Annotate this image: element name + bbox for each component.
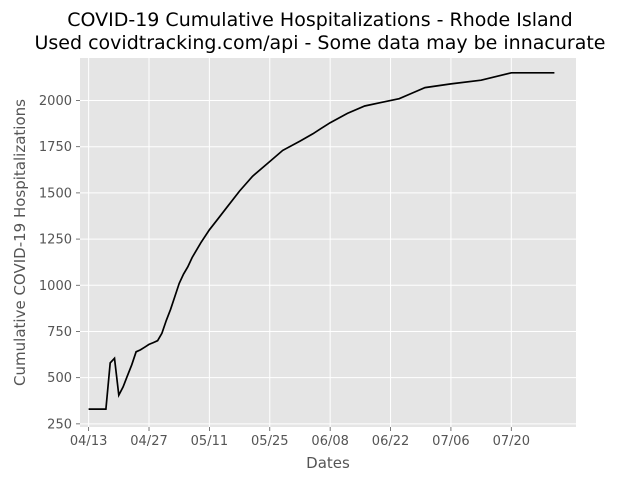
y-axis-label: Cumulative COVID-19 Hospitalizations: [11, 99, 29, 386]
x-tick-label: 05/11: [191, 434, 228, 449]
y-axis-ticks: 250 500 750 1000 1250 1500 1750 2000: [39, 94, 80, 432]
hospitalizations-line: [88, 71, 555, 410]
x-tick-label: 06/22: [372, 434, 409, 449]
chart-title: COVID-19 Cumulative Hospitalizations - R…: [67, 9, 573, 31]
y-tick-label: 1750: [39, 140, 72, 155]
y-tick-label: 500: [47, 371, 72, 386]
x-tick-label: 07/20: [493, 434, 530, 449]
x-tick-label: 04/27: [130, 434, 167, 449]
x-gridlines: [88, 58, 512, 427]
y-tick-label: 2000: [39, 94, 72, 109]
y-tick-label: 1250: [39, 233, 72, 248]
x-tick-label: 05/25: [251, 434, 288, 449]
plot-area: [80, 58, 576, 427]
y-tick-label: 750: [47, 325, 72, 340]
y-tick-label: 1500: [39, 186, 72, 201]
x-axis-label: Dates: [306, 454, 350, 472]
y-tick-label: 250: [47, 417, 72, 432]
x-tick-label: 06/08: [311, 434, 348, 449]
chart-subtitle: Used covidtracking.com/api - Some data m…: [34, 32, 606, 54]
x-axis-ticks: 04/13 04/27 05/11 05/25 06/08 06/22 07/06 07/20: [70, 427, 530, 449]
y-tick-label: 1000: [39, 279, 72, 294]
x-tick-label: 04/13: [70, 434, 107, 449]
x-tick-label: 07/06: [432, 434, 469, 449]
